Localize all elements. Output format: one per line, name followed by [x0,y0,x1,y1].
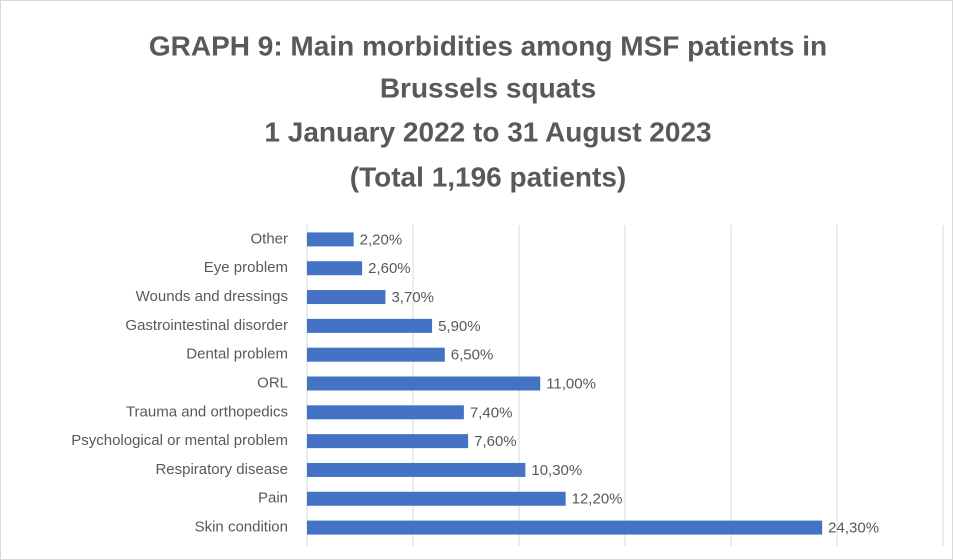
chart-title: 1 January 2022 to 31 August 2023 [264,116,711,147]
value-label: 3,70% [391,289,434,306]
value-label: 2,60% [368,260,411,277]
y-tick-label: ORL [257,374,288,391]
value-label: 5,90% [438,318,481,335]
chart-title: GRAPH 9: Main morbidities among MSF pati… [149,30,827,61]
y-tick-label: Eye problem [204,259,288,276]
value-label: 10,30% [531,462,582,479]
bar [307,462,526,477]
y-tick-label: Dental problem [186,346,288,363]
bar [307,290,386,305]
y-tick-label: Respiratory disease [155,461,288,478]
value-label: 7,40% [470,404,513,421]
y-tick-label: Trauma and orthopedics [126,403,288,420]
y-tick-label: Gastrointestinal disorder [125,317,288,334]
bar [307,232,354,247]
value-label: 6,50% [451,347,494,364]
bar [307,405,464,420]
y-tick-label: Pain [258,490,288,507]
bar [307,261,363,276]
bar [307,434,469,449]
y-tick-label: Skin condition [195,519,288,536]
chart-title: (Total 1,196 patients) [350,161,626,192]
bar [307,520,823,535]
bar [307,347,445,362]
value-label: 11,00% [546,375,596,392]
value-label: 12,20% [572,491,623,508]
y-tick-label: Wounds and dressings [136,288,288,305]
bar [307,491,566,506]
value-label: 7,60% [474,433,517,450]
bar [307,318,433,333]
value-label: 24,30% [828,520,879,537]
chart-title: Brussels squats [380,72,596,103]
bar [307,376,541,391]
y-tick-label: Psychological or mental problem [71,432,288,449]
y-tick-label: Other [250,230,288,247]
value-label: 2,20% [360,231,403,248]
